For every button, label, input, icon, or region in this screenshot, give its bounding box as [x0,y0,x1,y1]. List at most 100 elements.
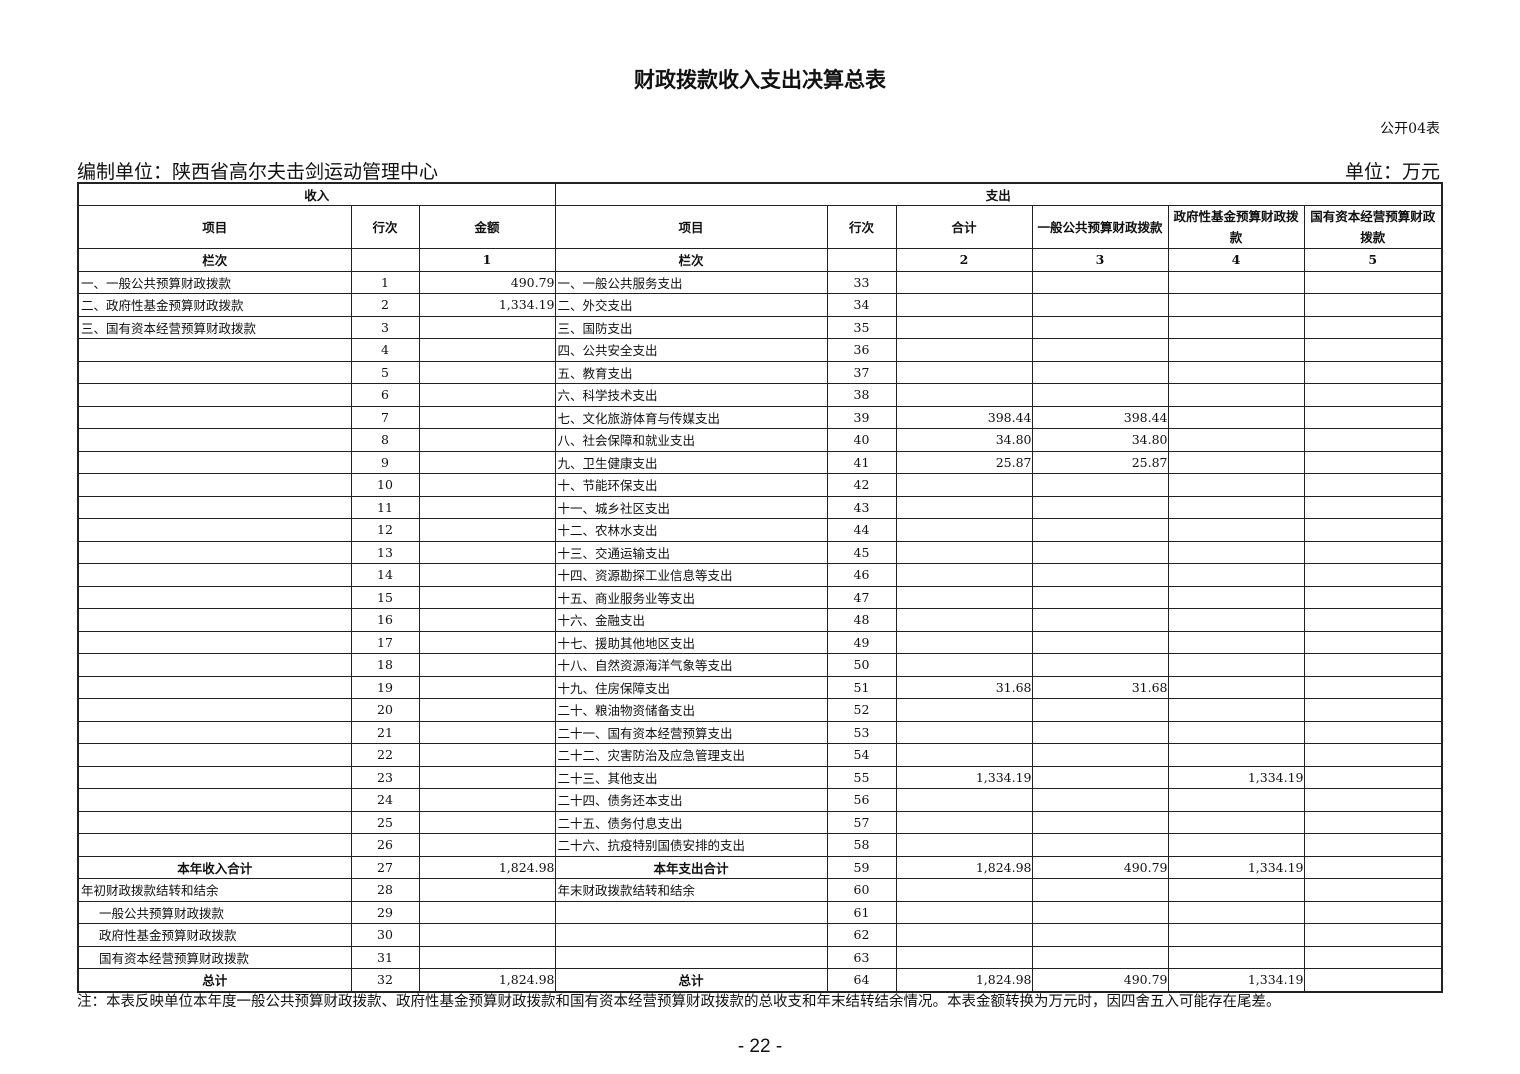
income-line-cell: 8 [350,428,420,452]
general-budget-cell [1031,360,1169,384]
general-budget-cell [1031,518,1169,542]
income-item-cell [77,675,352,699]
income-item-cell [77,833,352,857]
general-budget-cell [1031,338,1169,362]
expense-item-cell: 六、科学技术支出 [554,383,828,407]
income-header: 收入 [77,182,556,206]
income-item-cell [77,630,352,654]
general-budget-cell: 398.44 [1031,405,1169,429]
expense-total-cell [895,315,1033,339]
soe-budget-cell [1303,833,1443,857]
expense-total-cell [895,945,1033,969]
table-row: 12 十二、农林水支出 44 [77,518,1443,542]
gov-fund-cell [1167,923,1305,947]
general-budget-cell: 25.87 [1031,450,1169,474]
expense-line-cell: 45 [826,540,897,564]
expense-total-cell [895,540,1033,564]
index-cell-soe-budget: 5 [1303,248,1443,272]
expense-line-cell: 38 [826,383,897,407]
income-amount-cell [418,315,556,339]
table-row: 8 八、社会保障和就业支出 40 34.80 34.80 [77,428,1443,452]
soe-budget-cell [1303,900,1443,924]
budget-table: 收入 支出 项目 行次 金额 项目 行次 合计 一般公共预算财政拨款 政府性基金预算财政拨款国… [77,182,1444,993]
general-budget-cell [1031,788,1169,812]
gov-fund-cell [1167,608,1305,632]
expense-item-cell: 十三、交通运输支出 [554,540,828,564]
soe-budget-cell [1303,495,1443,519]
expense-item-cell: 十、节能环保支出 [554,473,828,497]
gov-fund-cell [1167,473,1305,497]
table-row: 16 十六、金融支出 48 [77,608,1443,632]
income-line-cell: 23 [350,765,420,789]
general-budget-cell [1031,473,1169,497]
soe-budget-cell [1303,653,1443,677]
gov-fund-cell [1167,360,1305,384]
income-item-cell [77,338,352,362]
income-line-cell: 18 [350,653,420,677]
income-line-cell: 16 [350,608,420,632]
gov-fund-cell [1167,428,1305,452]
table-row: 18 十八、自然资源海洋气象等支出 50 [77,653,1443,677]
expense-item-cell [554,900,828,924]
table-row: 20 二十、粮油物资储备支出 52 [77,698,1443,722]
income-line-cell: 17 [350,630,420,654]
soe-budget-cell [1303,428,1443,452]
expense-total-cell [895,383,1033,407]
income-amount-cell: 1,824.98 [418,855,556,879]
soe-budget-cell [1303,698,1443,722]
expense-line-cell: 49 [826,630,897,654]
expense-total-cell [895,360,1033,384]
general-budget-cell [1031,765,1169,789]
expense-item-cell: 二十三、其他支出 [554,765,828,789]
general-budget-cell [1031,720,1169,744]
income-line-cell: 15 [350,585,420,609]
income-amount-cell [418,630,556,654]
expense-total-cell [895,293,1033,317]
income-line-cell: 27 [350,855,420,879]
income-item-cell [77,473,352,497]
income-amount-cell [418,788,556,812]
expense-total-cell: 31.68 [895,675,1033,699]
footnote: 注：本表反映单位本年度一般公共预算财政拨款、政府性基金预算财政拨款和国有资本经营… [77,994,1281,1010]
income-line-cell: 24 [350,788,420,812]
index-cell-gov-fund: 4 [1167,248,1305,272]
expense-item-cell: 七、文化旅游体育与传媒支出 [554,405,828,429]
expense-line-cell: 44 [826,518,897,542]
expense-line-cell: 58 [826,833,897,857]
table-row: 7 七、文化旅游体育与传媒支出 39 398.44 398.44 [77,405,1443,429]
table-row: 13 十三、交通运输支出 45 [77,540,1443,564]
income-amount-cell [418,945,556,969]
income-amount-cell [418,720,556,744]
expense-total-cell [895,720,1033,744]
general-budget-cell [1031,608,1169,632]
soe-budget-cell [1303,450,1443,474]
expense-line-cell: 62 [826,923,897,947]
general-budget-cell [1031,563,1169,587]
expense-line-cell: 52 [826,698,897,722]
gov-fund-cell [1167,338,1305,362]
expense-total-cell [895,923,1033,947]
income-item-cell: 一、一般公共预算财政拨款 [77,270,352,294]
income-line-cell: 12 [350,518,420,542]
soe-budget-cell [1303,360,1443,384]
table-row: 15 十五、商业服务业等支出 47 [77,585,1443,609]
expense-total-cell [895,563,1033,587]
general-budget-cell [1031,698,1169,722]
income-amount-cell [418,518,556,542]
soe-budget-cell [1303,630,1443,654]
table-row: 26 二十六、抗疫特别国债安排的支出 58 [77,833,1443,857]
expense-total-cell [895,585,1033,609]
income-item-cell: 本年收入合计 [77,855,352,879]
expense-line-cell: 55 [826,765,897,789]
index-cell-general-budget: 3 [1031,248,1169,272]
expense-line-cell: 56 [826,788,897,812]
gov-fund-cell [1167,270,1305,294]
income-line-cell: 10 [350,473,420,497]
income-line-cell: 19 [350,675,420,699]
income-line-cell: 2 [350,293,420,317]
expense-item-cell: 四、公共安全支出 [554,338,828,362]
income-item-cell [77,540,352,564]
expense-total-cell: 25.87 [895,450,1033,474]
income-item-cell: 一般公共预算财政拨款 [77,900,352,924]
expense-item-cell: 八、社会保障和就业支出 [554,428,828,452]
